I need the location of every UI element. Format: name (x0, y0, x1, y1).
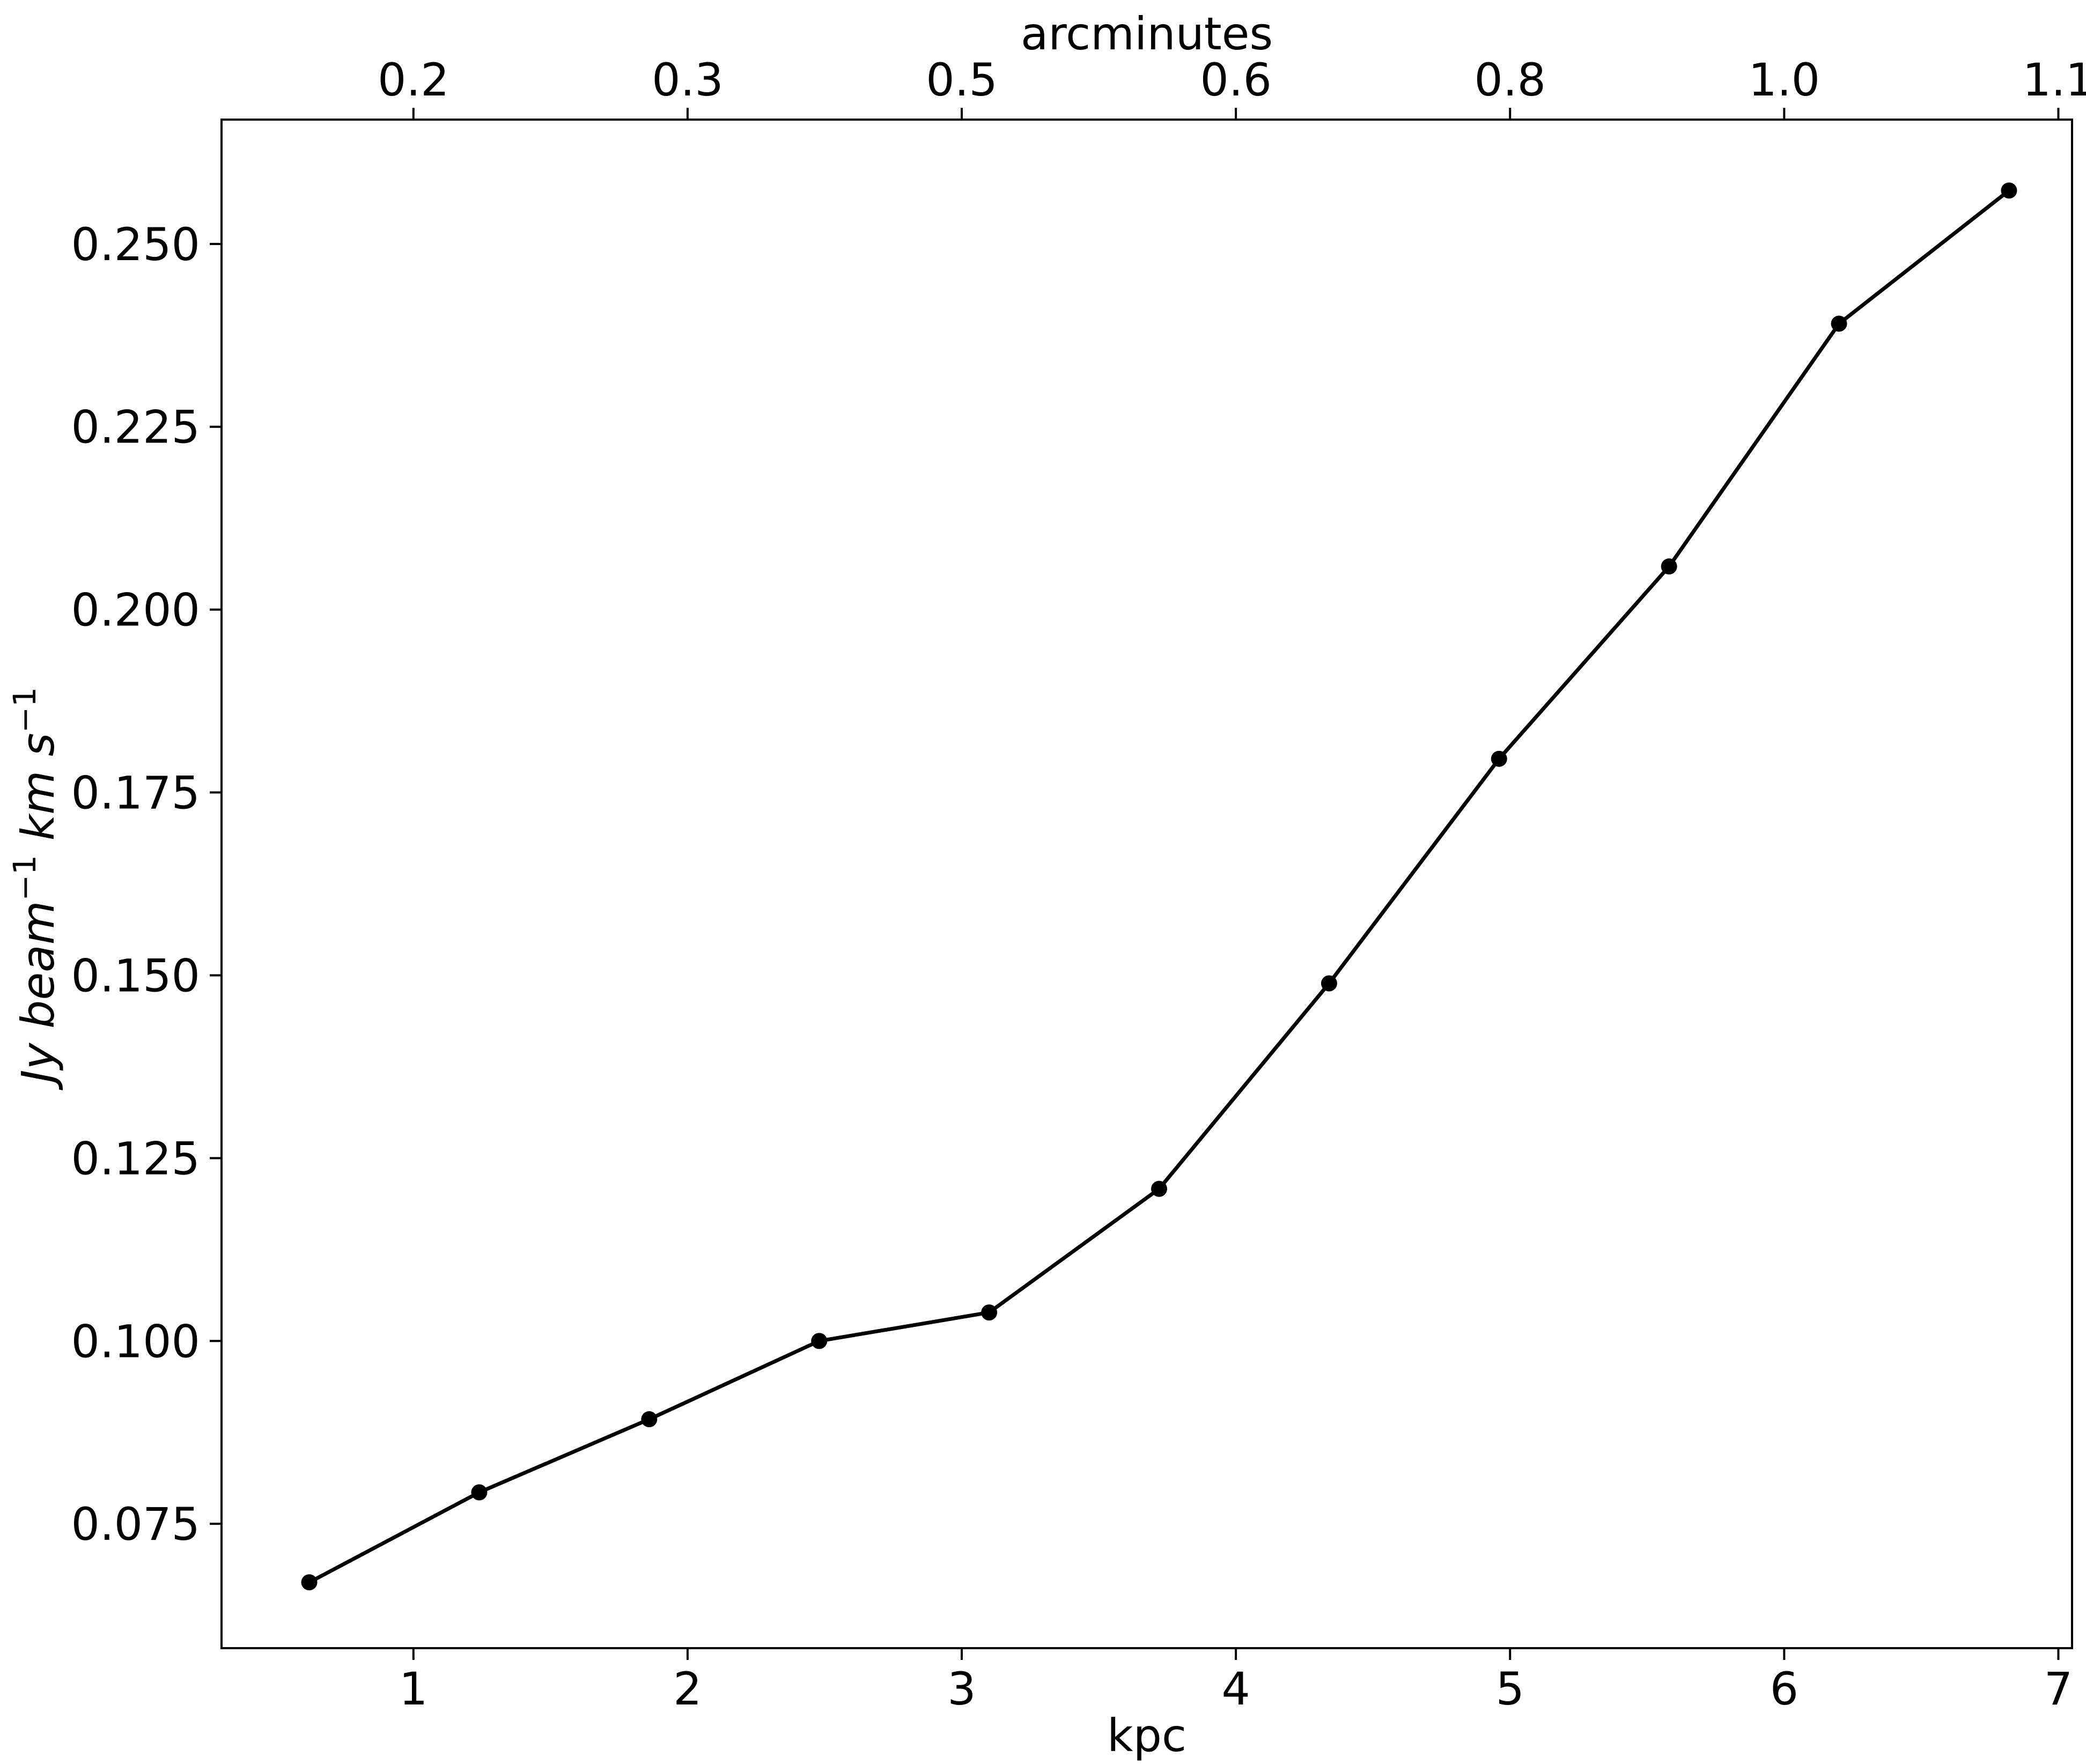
y-tick-label: 0.125 (71, 1132, 200, 1185)
top-tick-label: 0.8 (1474, 54, 1546, 106)
data-point (981, 1304, 998, 1321)
y-tick-label: 0.100 (71, 1315, 200, 1368)
top-axis-title: arcminutes (1021, 8, 1273, 60)
series-layer (301, 182, 2017, 1591)
top-tick-label: 1.0 (1749, 54, 1820, 106)
y-tick-label: 0.225 (71, 401, 200, 454)
top-tick-label: 1.1 (2023, 54, 2086, 106)
y-axis-title: Jy beam−1 km s−1 (6, 687, 64, 1090)
data-point (2001, 182, 2017, 199)
y-axis-title-exponent-1: −1 (6, 855, 43, 901)
x-tick-label: 6 (1770, 1663, 1798, 1715)
data-point (1831, 315, 1847, 332)
y-axis-title-exponent-2: −1 (6, 687, 43, 733)
y-axis-ticks: 0.075 0.100 0.125 0.150 0.175 0.200 0.225 0.250 (71, 218, 222, 1551)
x-axis-ticks: 1 2 3 4 5 6 7 (399, 1648, 2073, 1715)
x-tick-label: 5 (1495, 1663, 1524, 1715)
top-axis-ticks: 0.2 0.3 0.5 0.6 0.8 1.0 1.1 (378, 54, 2086, 120)
y-tick-label: 0.175 (71, 767, 200, 820)
data-point (811, 1333, 828, 1349)
x-tick-label: 3 (947, 1663, 976, 1715)
data-point (1321, 975, 1337, 992)
data-point (301, 1574, 318, 1591)
x-tick-label: 1 (399, 1663, 427, 1715)
data-point (471, 1484, 488, 1501)
plot-frame (220, 119, 2073, 1649)
y-axis-title-unit-km-s: km s (12, 733, 64, 855)
y-tick-label: 0.075 (71, 1498, 200, 1551)
top-tick-label: 0.2 (378, 54, 449, 106)
x-tick-label: 7 (2044, 1663, 2073, 1715)
data-point (1661, 558, 1677, 575)
y-tick-label: 0.150 (71, 949, 200, 1002)
top-tick-label: 0.6 (1200, 54, 1272, 106)
top-tick-label: 0.3 (652, 54, 724, 106)
x-tick-label: 4 (1221, 1663, 1250, 1715)
x-tick-label: 2 (673, 1663, 702, 1715)
y-tick-label: 0.250 (71, 218, 200, 271)
data-point (1491, 750, 1507, 767)
x-axis-title: kpc (1107, 1709, 1186, 1762)
y-tick-label: 0.200 (71, 584, 200, 637)
series-line (308, 189, 2010, 1584)
top-tick-label: 0.5 (926, 54, 998, 106)
y-axis-title-unit-jy-beam: Jy beam (12, 901, 64, 1091)
data-point (1151, 1180, 1167, 1197)
data-point (641, 1411, 658, 1428)
